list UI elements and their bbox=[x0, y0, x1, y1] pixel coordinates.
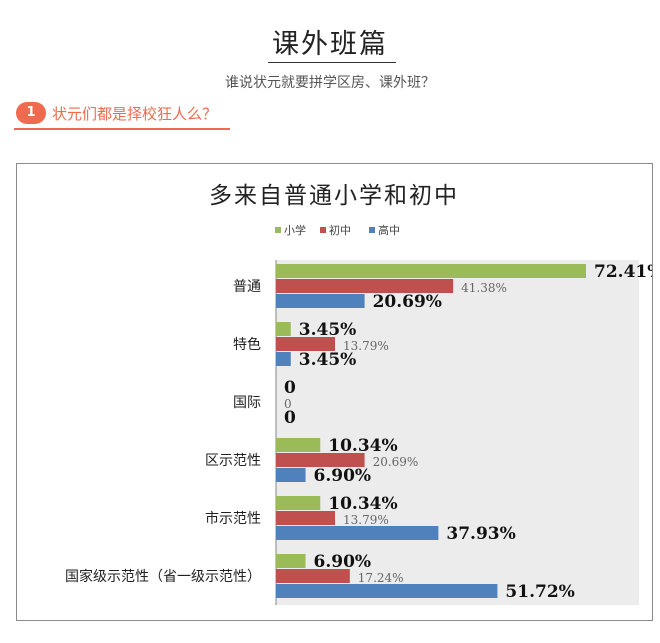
chart-title: 多来自普通小学和初中 bbox=[209, 183, 459, 209]
bar-3-1 bbox=[276, 453, 365, 467]
data-label-4-1: 13.79% bbox=[343, 513, 389, 527]
question-number-badge: 1 bbox=[16, 102, 46, 124]
heading-underline bbox=[268, 62, 396, 63]
category-label-3: 区示范性 bbox=[205, 452, 261, 469]
category-label-1: 特色 bbox=[233, 336, 261, 353]
data-label-0-2: 20.69% bbox=[373, 292, 442, 312]
data-label-4-2: 37.93% bbox=[446, 524, 515, 544]
question-underline bbox=[14, 128, 230, 130]
category-label-4: 市示范性 bbox=[205, 510, 261, 527]
data-label-5-2: 51.72% bbox=[505, 582, 574, 602]
bar-4-2 bbox=[276, 526, 439, 540]
legend-swatch-1 bbox=[320, 227, 326, 233]
page-heading: 课外班篇 bbox=[272, 29, 388, 60]
legend-label-2: 高中 bbox=[378, 223, 400, 237]
category-label-5: 国家级示范性（省一级示范性） bbox=[65, 568, 261, 585]
plot-background bbox=[276, 260, 639, 605]
bar-1-0 bbox=[276, 322, 291, 336]
legend-swatch-0 bbox=[275, 227, 281, 233]
data-label-2-2: 0 bbox=[284, 408, 296, 428]
data-label-3-0: 10.34% bbox=[328, 436, 397, 456]
data-label-0-1: 41.38% bbox=[461, 281, 507, 295]
bar-5-0 bbox=[276, 554, 306, 568]
bar-1-2 bbox=[276, 352, 291, 366]
bar-4-1 bbox=[276, 511, 336, 525]
question-text: 状元们都是择校狂人么？ bbox=[52, 105, 218, 123]
data-label-3-1: 20.69% bbox=[373, 455, 419, 469]
bar-0-0 bbox=[276, 264, 587, 278]
data-label-0-0: 72.41% bbox=[594, 262, 652, 282]
data-label-1-0: 3.45% bbox=[299, 320, 357, 340]
data-label-2-0: 0 bbox=[284, 378, 296, 398]
bar-0-2 bbox=[276, 294, 365, 308]
data-label-1-2: 3.45% bbox=[299, 350, 357, 370]
legend-swatch-2 bbox=[369, 227, 375, 233]
data-label-5-0: 6.90% bbox=[314, 552, 372, 572]
data-label-3-2: 6.90% bbox=[314, 466, 372, 486]
bar-5-2 bbox=[276, 584, 498, 598]
category-label-2: 国际 bbox=[233, 395, 261, 411]
bar-0-1 bbox=[276, 279, 454, 293]
data-label-2-1: 0 bbox=[284, 397, 292, 411]
legend-label-0: 小学 bbox=[284, 223, 306, 237]
data-label-5-1: 17.24% bbox=[358, 571, 404, 585]
data-label-4-0: 10.34% bbox=[328, 494, 397, 514]
page-subheading: 谁说状元就要拼学区房、课外班？ bbox=[225, 75, 435, 91]
data-label-1-1: 13.79% bbox=[343, 339, 389, 353]
bar-3-2 bbox=[276, 468, 306, 482]
bar-3-0 bbox=[276, 438, 321, 452]
category-label-0: 普通 bbox=[233, 279, 261, 295]
bar-5-1 bbox=[276, 569, 350, 583]
legend-label-1: 初中 bbox=[329, 223, 351, 237]
bar-4-0 bbox=[276, 496, 321, 510]
bar-1-1 bbox=[276, 337, 336, 351]
